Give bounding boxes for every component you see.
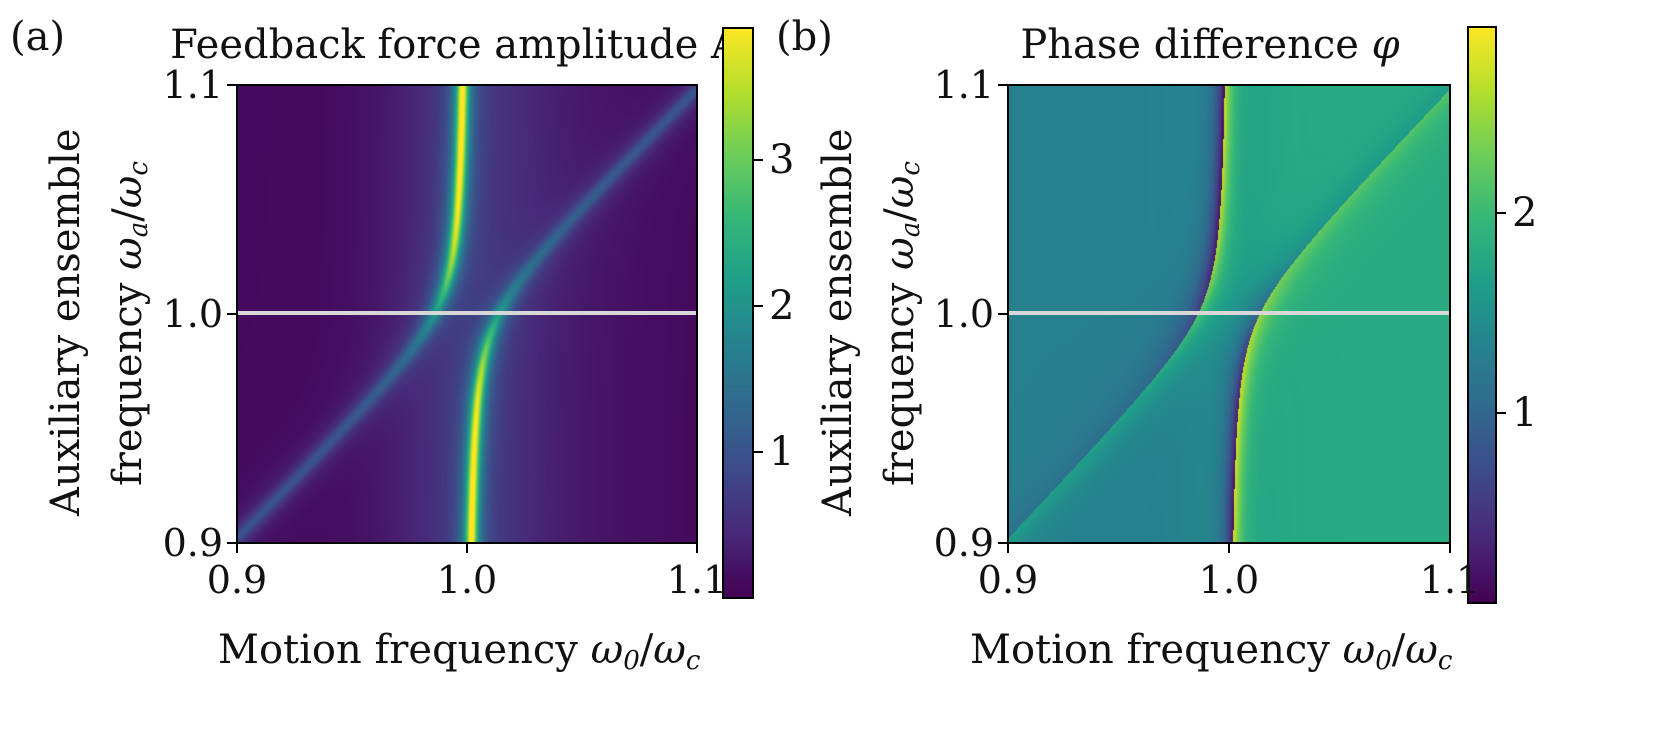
- panel-a-colorbar-tick-mark: [753, 450, 763, 453]
- ylabel-omega: ω: [877, 237, 923, 270]
- panel-b-ytick-label: 0.9: [933, 521, 994, 565]
- panel-a-xlabel: Motion frequency ω0/ωc: [218, 627, 701, 676]
- panel-a-xtick-label: 1.1: [666, 558, 728, 602]
- panel-a-ytick-label: 0.9: [162, 521, 223, 565]
- panel-b-colorbar-tick-mark: [1496, 412, 1506, 414]
- xlabel-omega: ω: [590, 627, 624, 673]
- panel-a-colorbar-tick-mark: [753, 304, 763, 307]
- panel-label-b: (b): [776, 14, 833, 60]
- panel-b-ytick-label: 1.1: [933, 63, 994, 107]
- panel-a-colorbar-tick-mark: [753, 158, 763, 161]
- ylabel-sub: a: [896, 221, 926, 238]
- xlabel-sub-c: c: [1437, 646, 1453, 676]
- xlabel-text: Motion frequency: [218, 627, 578, 673]
- panel-a-colorbar-tick-label: 3: [769, 136, 795, 183]
- panel-b-ytick-mark: [998, 313, 1008, 315]
- panel-label-a: (a): [10, 14, 66, 60]
- panel-b-xtick-label: 0.9: [977, 558, 1039, 602]
- title-text: Phase difference: [1020, 22, 1359, 68]
- panel-b-ylabel-line2: frequency ωa/ωc: [877, 161, 926, 486]
- ylabel-text: frequency: [105, 282, 151, 486]
- panel-b-xtick-mark: [1007, 543, 1009, 553]
- panel-b-ytick-mark: [998, 542, 1008, 544]
- panel-b-reference-line: [1008, 311, 1450, 315]
- panel-b-xlabel: Motion frequency ω0/ωc: [970, 627, 1453, 676]
- panel-b-colorbar: [1468, 27, 1496, 603]
- panel-a-ytick-mark: [227, 542, 237, 544]
- panel-a-xtick-mark: [466, 543, 468, 553]
- ylabel-sub: a: [124, 221, 154, 238]
- panel-a-xtick-label: 1.0: [436, 558, 498, 602]
- xlabel-sub: 0: [623, 646, 640, 676]
- panel-b-xtick-label: 1.1: [1419, 558, 1481, 602]
- panel-a-ytick-label: 1.0: [162, 292, 223, 336]
- panel-a-xtick-mark: [236, 543, 238, 553]
- panel-b-title: Phase difference φ: [1020, 22, 1399, 68]
- panel-a-ylabel-line1: Auxiliary ensemble: [43, 128, 89, 517]
- panel-a-colorbar-tick-label: 1: [769, 428, 795, 475]
- panel-a-title: Feedback force amplitude A: [170, 22, 740, 68]
- panel-a-ytick-label: 1.1: [162, 63, 223, 107]
- ylabel-omega-c: ω: [105, 175, 151, 209]
- title-phi: φ: [1371, 22, 1400, 68]
- xlabel-omega-c: ω: [653, 627, 686, 673]
- panel-a-ytick-mark: [227, 84, 237, 86]
- ylabel-text: frequency: [877, 282, 923, 486]
- panel-a-xtick-mark: [696, 543, 698, 553]
- ylabel-omega: ω: [105, 237, 151, 270]
- panel-b-ytick-label: 1.0: [933, 292, 994, 336]
- xlabel-omega-c: ω: [1405, 627, 1438, 673]
- panel-a-xtick-label: 0.9: [206, 558, 268, 602]
- ylabel-sub-c: c: [124, 161, 154, 176]
- panel-b-xtick-label: 1.0: [1198, 558, 1260, 602]
- xlabel-sub: 0: [1375, 646, 1392, 676]
- panel-a-colorbar-tick-label: 2: [769, 282, 795, 329]
- panel-b-ylabel-line1: Auxiliary ensemble: [815, 128, 861, 517]
- panel-a-ytick-mark: [227, 313, 237, 315]
- panel-b-colorbar-tick-label: 1: [1512, 390, 1538, 436]
- panel-b-colorbar-tick-mark: [1496, 212, 1506, 214]
- panel-b-colorbar-tick-label: 2: [1512, 190, 1538, 236]
- xlabel-omega: ω: [1342, 627, 1376, 673]
- xlabel-sub-c: c: [685, 646, 701, 676]
- panel-b-xtick-mark: [1228, 543, 1230, 553]
- ylabel-sub-c: c: [896, 161, 926, 176]
- ylabel-omega-c: ω: [877, 175, 923, 209]
- panel-a-ylabel-line2: frequency ωa/ωc: [105, 161, 154, 486]
- panel-a-reference-line: [237, 311, 697, 315]
- panel-b-xtick-mark: [1449, 543, 1451, 553]
- xlabel-text: Motion frequency: [970, 627, 1330, 673]
- panel-b-ytick-mark: [998, 84, 1008, 86]
- panel-a-colorbar: [723, 28, 753, 598]
